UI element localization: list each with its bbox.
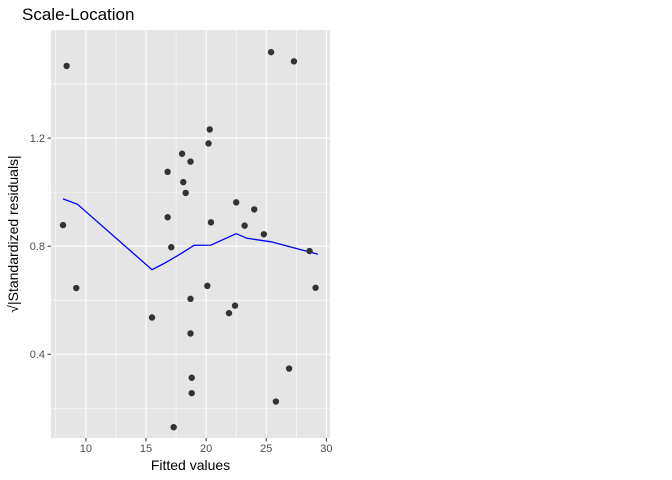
data-point xyxy=(170,423,177,431)
data-point xyxy=(290,58,298,65)
data-point xyxy=(285,365,293,372)
data-point xyxy=(168,244,175,251)
data-point xyxy=(232,199,240,206)
points-layer xyxy=(59,48,319,431)
x-tick-label: 15 xyxy=(140,443,152,455)
data-point xyxy=(180,178,187,186)
plot-panel xyxy=(51,30,330,438)
data-point xyxy=(187,295,194,303)
data-point xyxy=(267,48,275,56)
data-point xyxy=(148,314,156,321)
chart-title: Scale-Location xyxy=(22,5,134,24)
data-point xyxy=(182,189,189,197)
data-point xyxy=(205,140,212,147)
data-point xyxy=(63,62,70,70)
y-tick-label: 1.2 xyxy=(30,133,45,145)
data-point xyxy=(187,158,194,165)
data-point xyxy=(164,168,171,176)
data-point xyxy=(251,206,258,213)
x-tick-label: 10 xyxy=(80,443,92,455)
data-point xyxy=(206,126,213,133)
x-axis-title: Fitted values xyxy=(151,457,230,473)
y-axis: 0.4 0.8 1.2 xyxy=(30,133,51,361)
data-point xyxy=(207,219,215,226)
data-point xyxy=(188,374,195,381)
major-grid xyxy=(51,30,330,438)
data-point xyxy=(260,231,268,238)
data-point xyxy=(204,282,211,290)
data-point xyxy=(306,247,313,255)
data-point xyxy=(225,309,233,317)
data-point xyxy=(164,214,171,221)
smooth-line-layer xyxy=(62,198,319,271)
x-axis: 10 15 20 25 30 xyxy=(80,438,333,455)
data-point xyxy=(187,330,194,337)
y-axis-title: √|Standardized residuals| xyxy=(5,155,21,312)
x-tick-label: 25 xyxy=(260,443,272,455)
minor-grid xyxy=(51,30,330,438)
data-point xyxy=(178,150,186,157)
data-point xyxy=(272,398,280,405)
y-tick-label: 0.8 xyxy=(30,241,45,253)
x-tick-label: 20 xyxy=(200,443,212,455)
data-point xyxy=(312,284,319,291)
data-point xyxy=(231,302,239,309)
smooth-line xyxy=(62,198,319,271)
data-point xyxy=(241,222,248,229)
data-point xyxy=(59,221,67,229)
y-tick-label: 0.4 xyxy=(30,349,45,361)
x-tick-label: 30 xyxy=(320,443,332,455)
data-point xyxy=(188,389,195,397)
data-point xyxy=(73,284,80,292)
